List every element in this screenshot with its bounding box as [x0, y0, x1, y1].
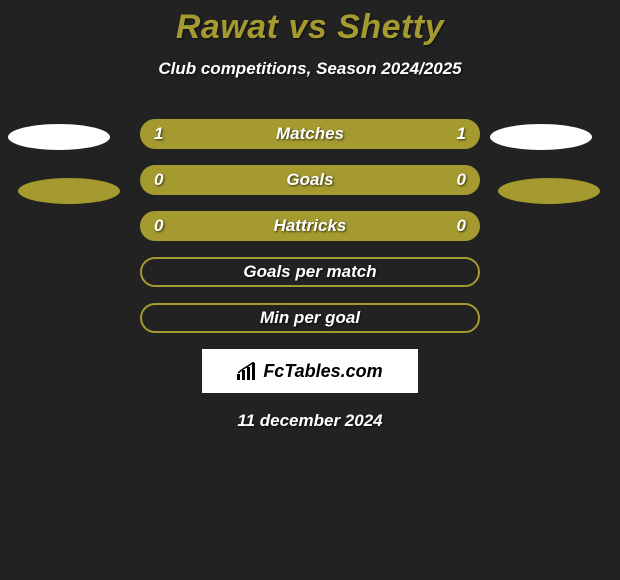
- stat-row: Min per goal: [140, 303, 480, 333]
- logo: FcTables.com: [237, 361, 382, 382]
- date-text: 11 december 2024: [237, 411, 382, 431]
- page-title: Rawat vs Shetty: [176, 8, 444, 47]
- stat-left-value: 0: [154, 216, 163, 236]
- stat-label: Min per goal: [260, 308, 360, 328]
- page-subtitle: Club competitions, Season 2024/2025: [158, 59, 461, 79]
- stat-left-value: 1: [154, 124, 163, 144]
- stat-left-value: 0: [154, 170, 163, 190]
- team-marker-ellipse: [498, 178, 600, 204]
- logo-box: FcTables.com: [202, 349, 418, 393]
- team-marker-ellipse: [8, 124, 110, 150]
- team-marker-ellipse: [490, 124, 592, 150]
- stat-right-value: 0: [457, 216, 466, 236]
- stat-row: 0 Goals 0: [140, 165, 480, 195]
- stat-right-value: 0: [457, 170, 466, 190]
- infographic-container: Rawat vs Shetty Club competitions, Seaso…: [0, 0, 620, 431]
- stat-label: Matches: [276, 124, 344, 144]
- stat-row: 0 Hattricks 0: [140, 211, 480, 241]
- stat-row: 1 Matches 1: [140, 119, 480, 149]
- logo-text: FcTables.com: [263, 361, 382, 382]
- team-marker-ellipse: [18, 178, 120, 204]
- stat-row: Goals per match: [140, 257, 480, 287]
- chart-icon: [237, 362, 259, 380]
- stat-label: Goals: [286, 170, 333, 190]
- stats-area: 1 Matches 1 0 Goals 0 0 Hattricks 0 Goals per mat…: [0, 119, 620, 333]
- stat-label: Hattricks: [274, 216, 347, 236]
- stat-right-value: 1: [457, 124, 466, 144]
- stat-label: Goals per match: [243, 262, 376, 282]
